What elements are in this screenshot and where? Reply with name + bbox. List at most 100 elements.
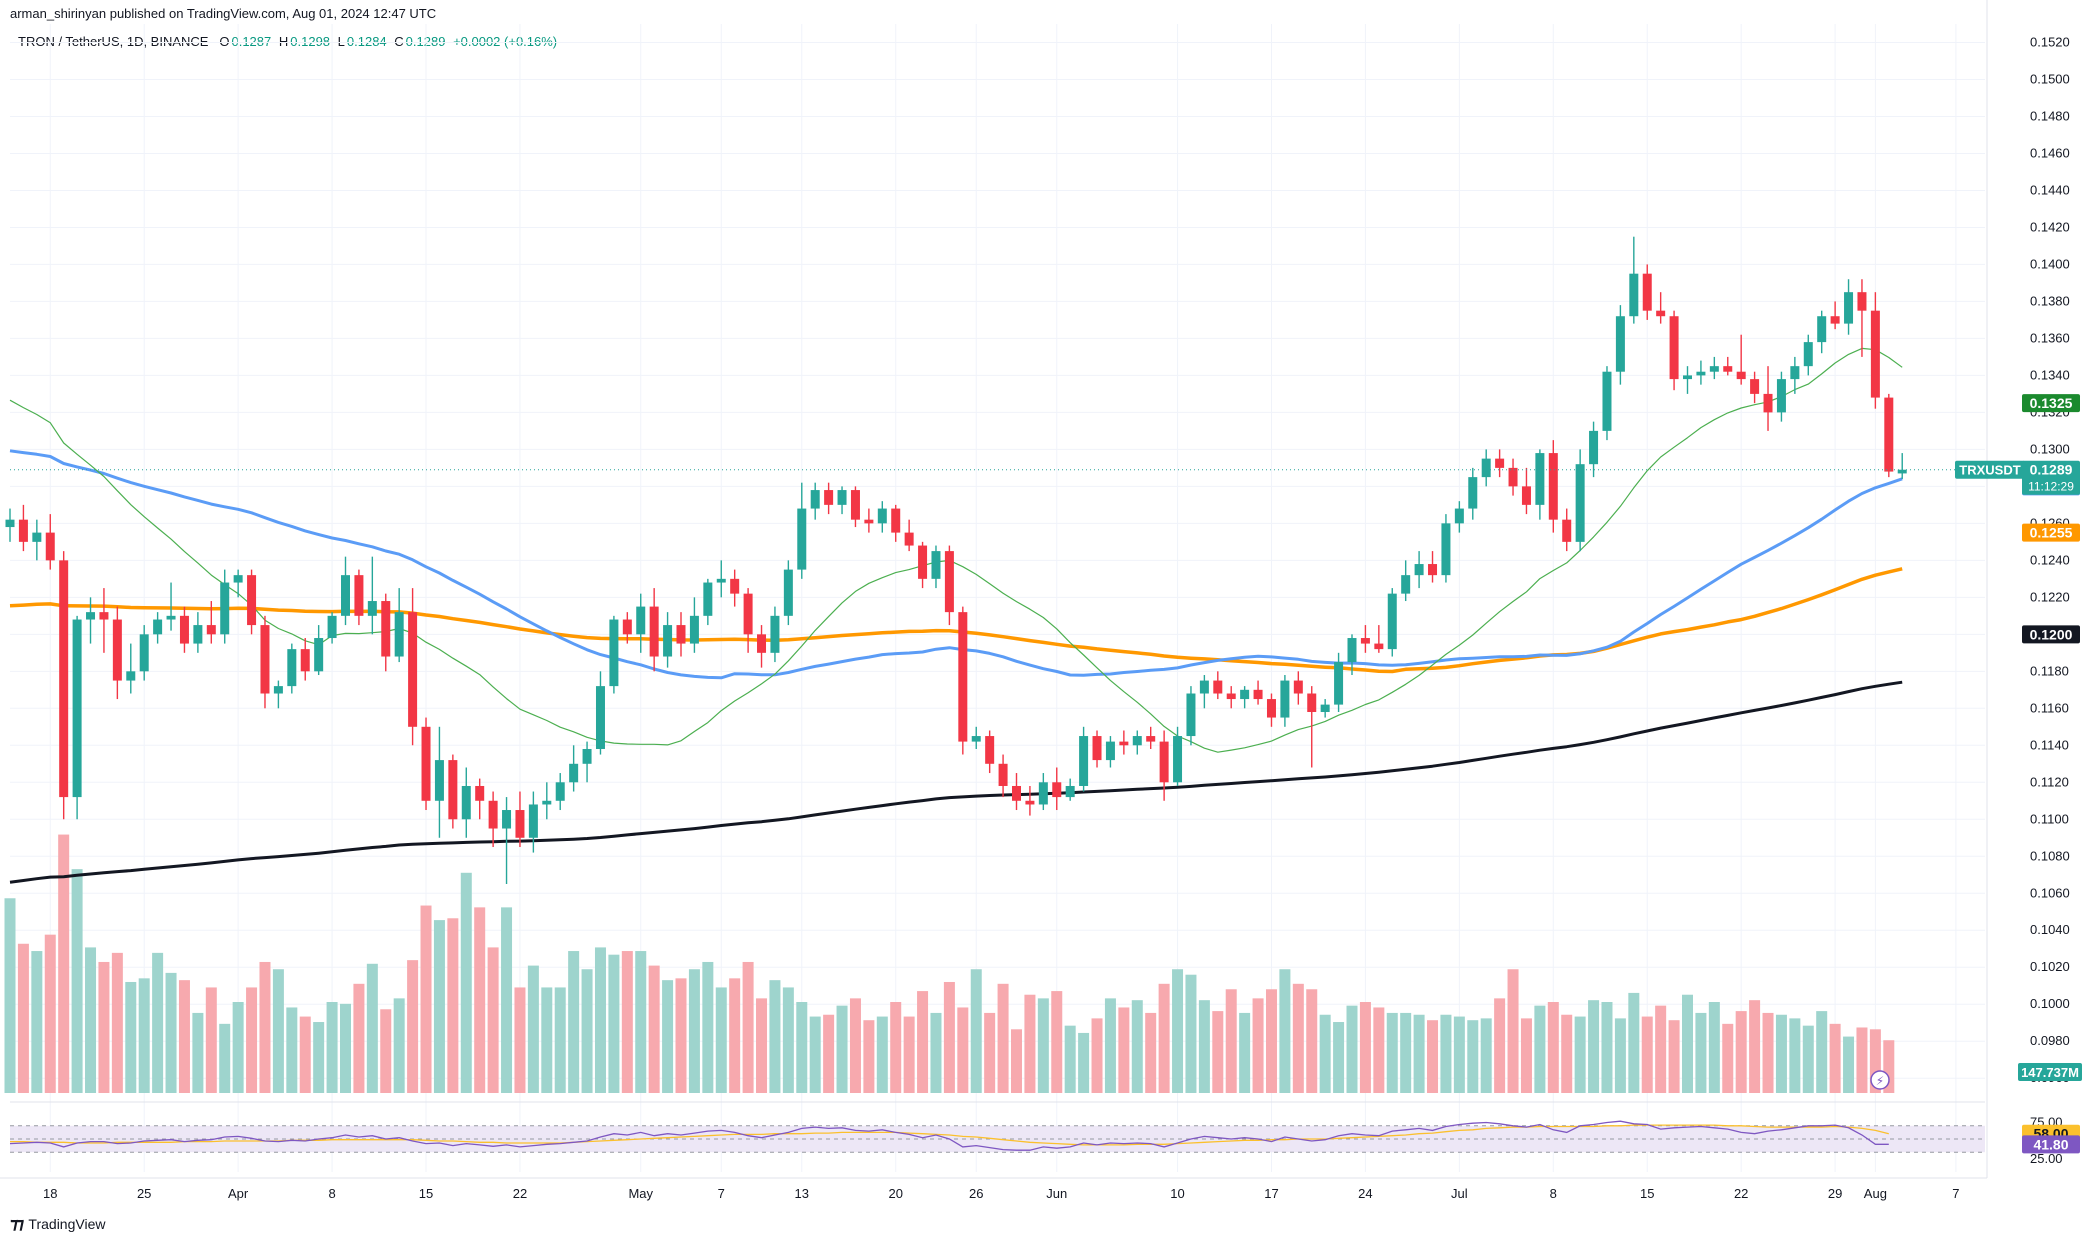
- candle-body[interactable]: [555, 782, 565, 801]
- candle-body[interactable]: [918, 545, 928, 579]
- candle-body[interactable]: [1575, 464, 1585, 542]
- candle-body[interactable]: [1696, 371, 1706, 376]
- candle-body[interactable]: [1589, 430, 1599, 465]
- candle-body[interactable]: [86, 612, 96, 620]
- candle-body[interactable]: [434, 760, 444, 801]
- candle-body[interactable]: [1723, 366, 1733, 372]
- candle-body[interactable]: [72, 619, 82, 798]
- candle-body[interactable]: [1159, 741, 1169, 783]
- candle-body[interactable]: [689, 615, 699, 644]
- candle-body[interactable]: [1803, 342, 1813, 367]
- candle-body[interactable]: [112, 619, 122, 681]
- candle-body[interactable]: [1052, 782, 1062, 798]
- candle-body[interactable]: [824, 490, 834, 505]
- candle-body[interactable]: [1092, 736, 1102, 761]
- candle-body[interactable]: [1173, 736, 1183, 783]
- candle-body[interactable]: [1495, 458, 1505, 468]
- candle-body[interactable]: [1307, 693, 1317, 713]
- candle-body[interactable]: [1146, 736, 1156, 742]
- candle-body[interactable]: [1253, 689, 1263, 700]
- symbol-title[interactable]: TRON / TetherUS, 1D, BINANCE: [18, 34, 209, 49]
- candle-body[interactable]: [971, 736, 981, 742]
- candle-body[interactable]: [730, 578, 740, 594]
- candle-body[interactable]: [904, 532, 914, 546]
- candle-body[interactable]: [59, 560, 69, 798]
- candle-body[interactable]: [260, 625, 270, 694]
- candle-body[interactable]: [1387, 593, 1397, 650]
- candle-body[interactable]: [703, 582, 713, 616]
- candle-body[interactable]: [1454, 508, 1464, 524]
- candle-body[interactable]: [1683, 375, 1692, 380]
- candle-body[interactable]: [850, 490, 860, 520]
- candle-body[interactable]: [569, 763, 579, 783]
- candle-body[interactable]: [582, 748, 592, 764]
- candle-body[interactable]: [247, 575, 257, 626]
- candle-body[interactable]: [1266, 699, 1276, 718]
- candle-body[interactable]: [408, 612, 418, 727]
- candle-body[interactable]: [1132, 736, 1142, 746]
- candle-body[interactable]: [367, 601, 377, 616]
- candle-body[interactable]: [1360, 638, 1370, 644]
- candle-body[interactable]: [542, 800, 552, 805]
- candle-body[interactable]: [1293, 680, 1303, 694]
- candle-body[interactable]: [1629, 273, 1639, 317]
- candle-body[interactable]: [502, 810, 512, 829]
- candle-body[interactable]: [1709, 366, 1719, 372]
- candle-body[interactable]: [314, 638, 324, 672]
- candle-body[interactable]: [1347, 638, 1357, 663]
- candle-body[interactable]: [45, 532, 55, 561]
- candle-body[interactable]: [1817, 316, 1827, 343]
- candle-body[interactable]: [797, 508, 807, 570]
- candle-body[interactable]: [837, 490, 847, 505]
- candle-body[interactable]: [783, 569, 793, 616]
- candle-body[interactable]: [515, 810, 525, 838]
- candle-body[interactable]: [1119, 741, 1129, 746]
- candle-body[interactable]: [877, 508, 887, 524]
- candle-body[interactable]: [99, 612, 109, 620]
- candle-body[interactable]: [1481, 458, 1491, 478]
- candle-body[interactable]: [1790, 366, 1800, 380]
- candle-body[interactable]: [126, 671, 136, 681]
- candle-body[interactable]: [1334, 662, 1344, 705]
- candle-body[interactable]: [998, 763, 1008, 786]
- candle-body[interactable]: [32, 532, 42, 542]
- lightning-icon[interactable]: [1870, 1070, 1890, 1090]
- candle-body[interactable]: [354, 575, 364, 616]
- candle-body[interactable]: [1401, 575, 1411, 594]
- candle-body[interactable]: [891, 508, 901, 533]
- candle-body[interactable]: [958, 612, 968, 742]
- candle-body[interactable]: [300, 649, 310, 672]
- candle-body[interactable]: [1521, 486, 1531, 505]
- candle-body[interactable]: [1750, 379, 1760, 394]
- candle-body[interactable]: [1240, 689, 1250, 700]
- tradingview-footer[interactable]: ⁊⁊ TradingView: [10, 1214, 105, 1234]
- candle-body[interactable]: [1736, 371, 1746, 380]
- candle-body[interactable]: [1441, 523, 1451, 576]
- candle-body[interactable]: [649, 606, 659, 657]
- candle-body[interactable]: [1669, 316, 1679, 380]
- candle-body[interactable]: [1065, 785, 1075, 798]
- candle-body[interactable]: [609, 619, 619, 687]
- candle-body[interactable]: [1280, 680, 1290, 718]
- candle-body[interactable]: [5, 519, 15, 528]
- candle-body[interactable]: [193, 625, 203, 644]
- candle-body[interactable]: [394, 612, 404, 657]
- candle-body[interactable]: [488, 800, 498, 829]
- candle-body[interactable]: [1535, 453, 1545, 505]
- candle-body[interactable]: [461, 785, 471, 820]
- candle-body[interactable]: [1428, 564, 1438, 576]
- candle-body[interactable]: [1508, 467, 1518, 487]
- candle-body[interactable]: [206, 625, 216, 635]
- candle-body[interactable]: [1105, 741, 1115, 761]
- candle-body[interactable]: [1186, 693, 1196, 737]
- candle-body[interactable]: [1226, 693, 1236, 700]
- candle-body[interactable]: [810, 490, 820, 509]
- candle-body[interactable]: [166, 615, 176, 620]
- candle-body[interactable]: [770, 615, 780, 653]
- candle-body[interactable]: [1562, 519, 1572, 542]
- candle-body[interactable]: [676, 625, 686, 644]
- candle-body[interactable]: [1025, 800, 1035, 805]
- candle-body[interactable]: [1615, 316, 1625, 372]
- candle-body[interactable]: [1548, 453, 1558, 520]
